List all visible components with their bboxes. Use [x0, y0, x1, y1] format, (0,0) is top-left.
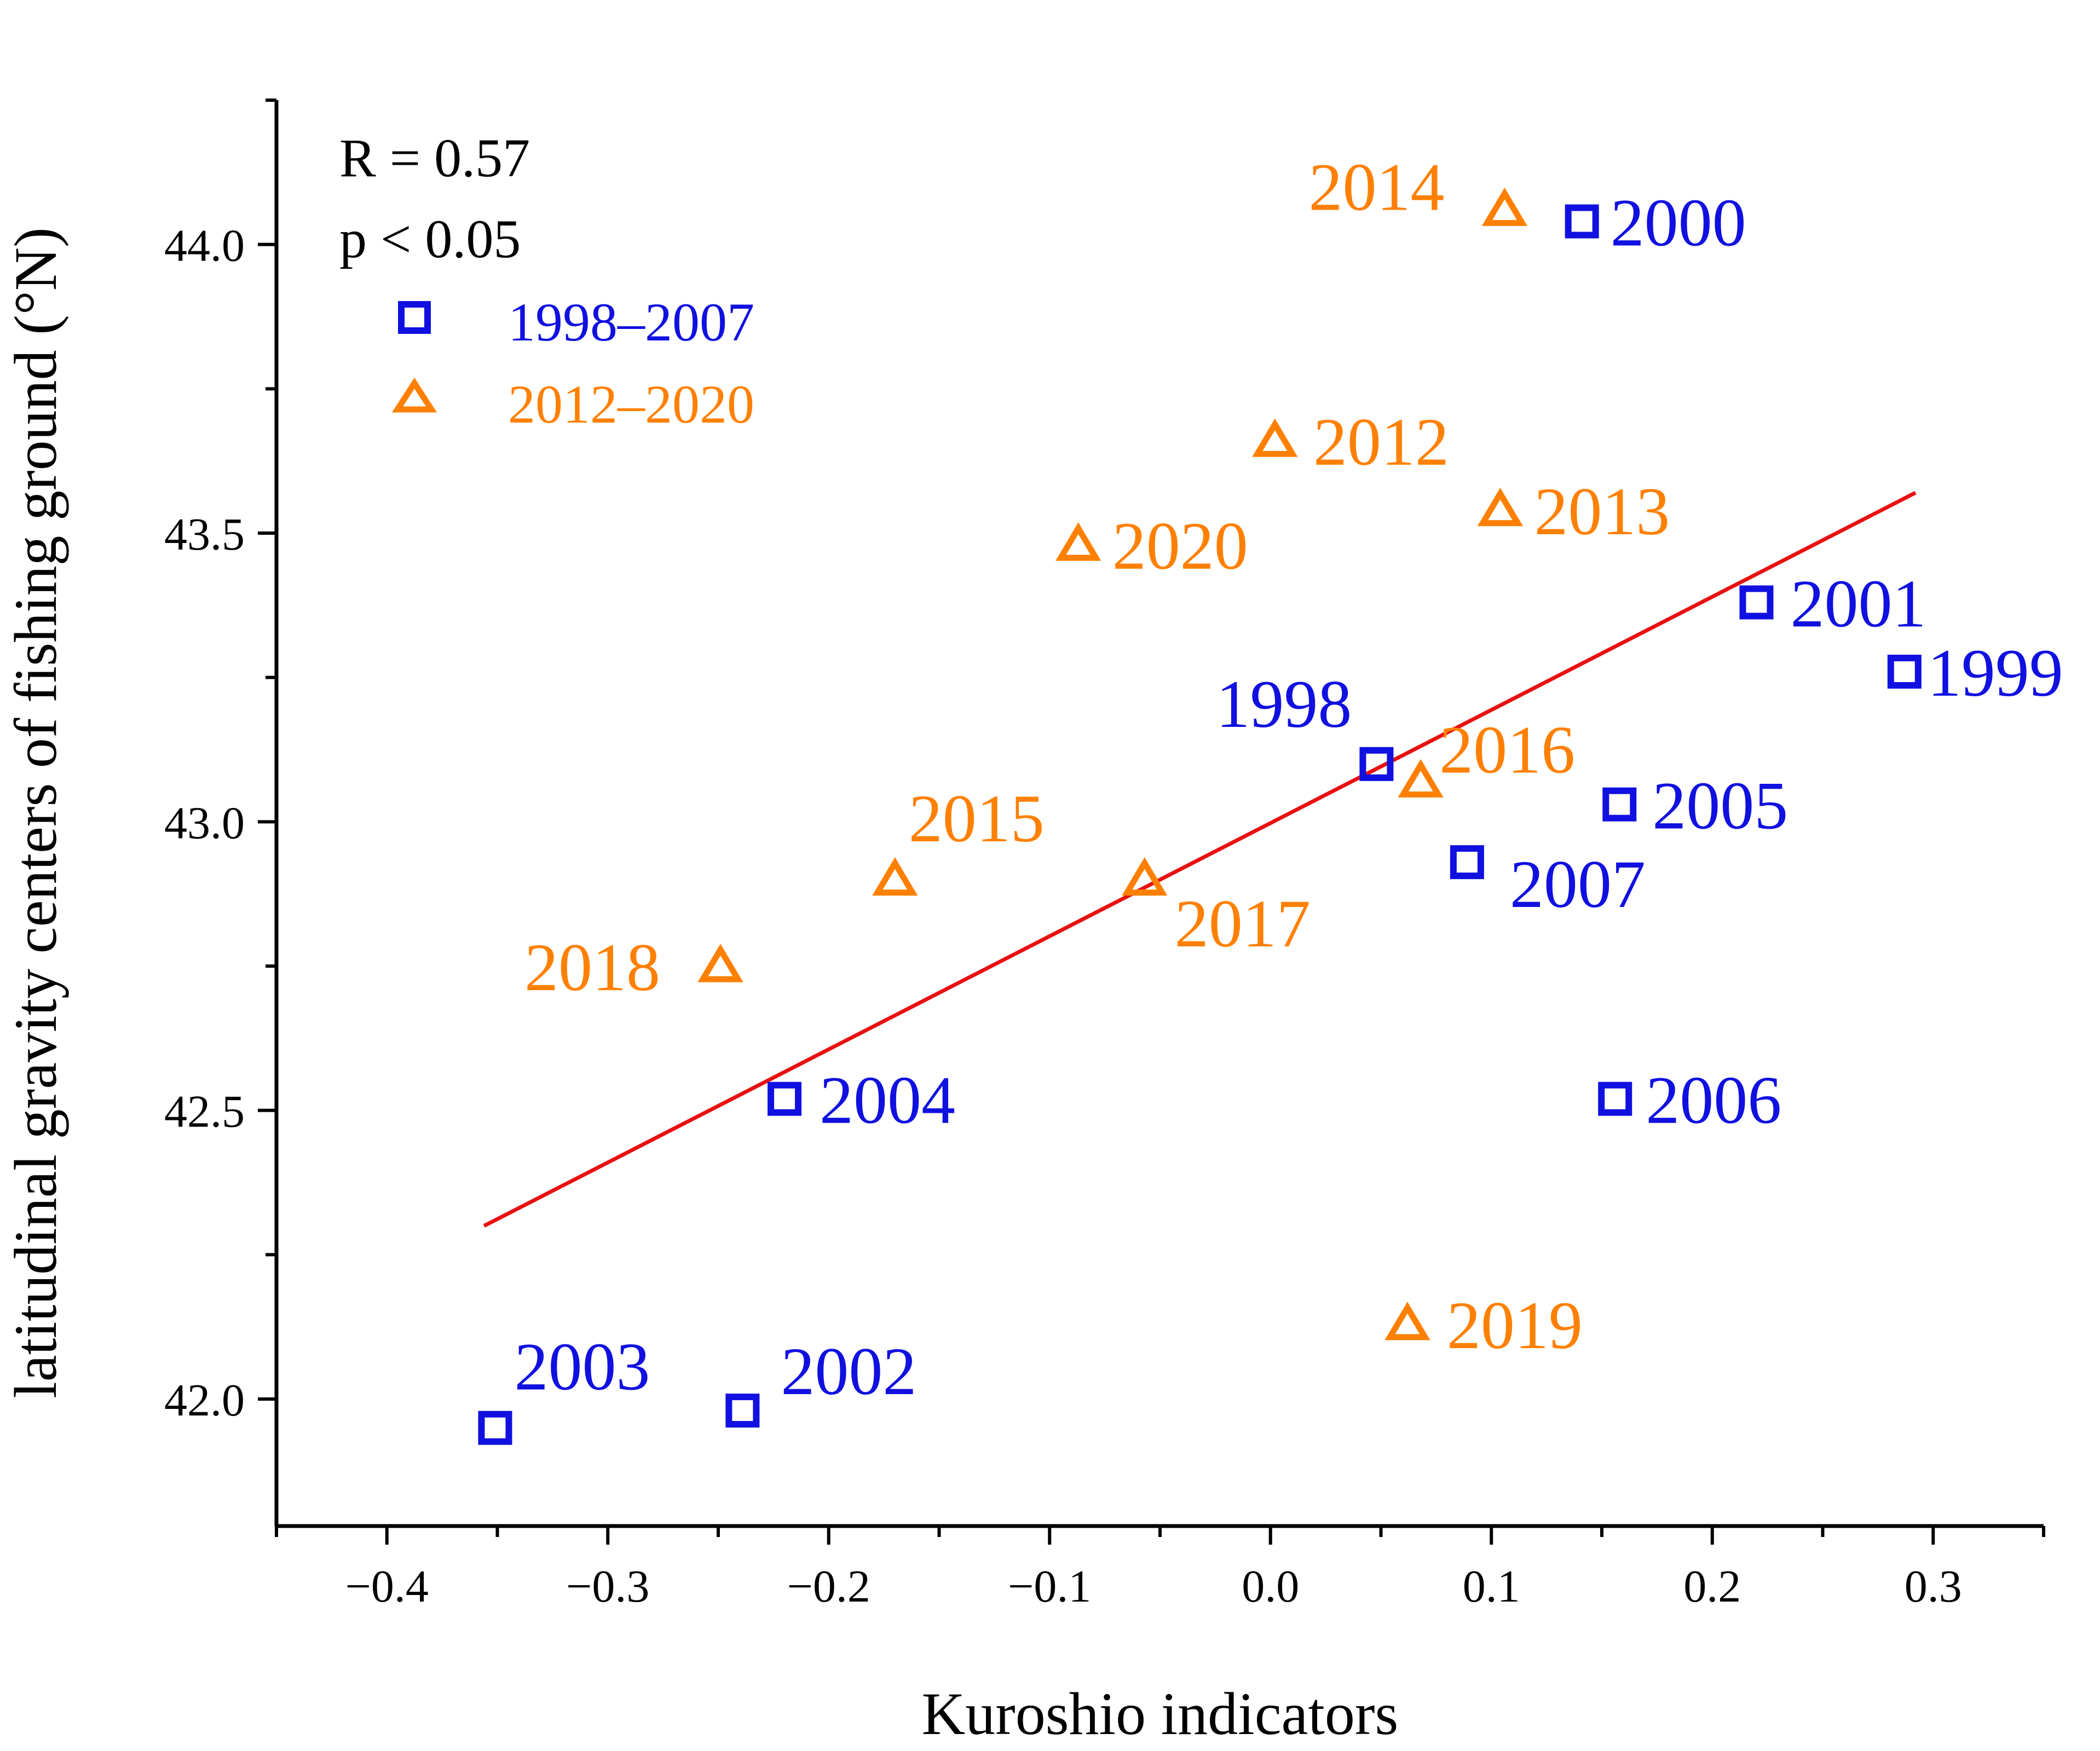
- point-2012: [1252, 418, 1298, 457]
- regression-line: [483, 491, 1917, 1228]
- point-label-2001: 2001: [1790, 567, 1926, 642]
- r-value-text: R = 0.57: [339, 128, 530, 188]
- point-2003: [478, 1411, 512, 1445]
- x-tick-label: −0.3: [566, 1561, 649, 1612]
- point-label-1998: 1998: [1216, 667, 1352, 742]
- point-2018: [697, 944, 743, 983]
- point-2005: [1602, 787, 1637, 822]
- point-2007: [1450, 845, 1484, 880]
- y-ticks: 42.0 42.5 43.0 43.5 44.0: [164, 99, 276, 1426]
- x-tick-label: 0.3: [1905, 1561, 1962, 1612]
- axes: −0.4 −0.3 −0.2 −0.1 0.0 0.1 0.2 0.3 42.0 42.5 43.…: [164, 99, 2045, 1612]
- x-ticks: −0.4 −0.3 −0.2 −0.1 0.0 0.1 0.2 0.3: [275, 1526, 2045, 1612]
- y-tick-label: 43.0: [164, 798, 245, 848]
- x-tick-label: −0.1: [1008, 1561, 1091, 1612]
- point-2014: [1481, 187, 1528, 226]
- point-label-2019: 2019: [1447, 1288, 1583, 1363]
- point-2015: [872, 857, 918, 896]
- x-tick-label: 0.2: [1683, 1561, 1741, 1612]
- data-points: 1998 1999 2000 2001 2002 2003 2004 2005 2006 2007…: [478, 149, 2063, 1445]
- point-label-2016: 2016: [1439, 712, 1575, 787]
- point-label-2007: 2007: [1510, 847, 1646, 922]
- y-tick-label: 42.5: [164, 1087, 245, 1137]
- point-label-2020: 2020: [1112, 508, 1248, 583]
- legend-label-1998-2007: 1998–2007: [508, 292, 754, 352]
- point-2000: [1565, 204, 1599, 239]
- point-label-2013: 2013: [1534, 474, 1670, 549]
- point-1999: [1887, 655, 1922, 689]
- point-label-2000: 2000: [1611, 185, 1746, 260]
- x-tick-label: 0.1: [1463, 1561, 1520, 1612]
- legend-square-marker: [398, 301, 431, 334]
- point-label-2018: 2018: [524, 930, 660, 1005]
- point-2016: [1398, 759, 1444, 798]
- point-label-1999: 1999: [1928, 635, 2063, 710]
- x-tick-label: −0.2: [787, 1561, 870, 1612]
- point-label-2012: 2012: [1313, 404, 1449, 479]
- point-label-2015: 2015: [909, 781, 1045, 856]
- point-1998: [1359, 747, 1394, 781]
- point-label-2002: 2002: [781, 1334, 916, 1409]
- legend: 1998–2007 2012–2020: [391, 292, 754, 435]
- point-2013: [1477, 488, 1524, 527]
- point-label-2004: 2004: [820, 1063, 955, 1138]
- x-tick-label: 0.0: [1242, 1561, 1299, 1612]
- point-label-2005: 2005: [1652, 768, 1788, 843]
- point-2002: [725, 1394, 760, 1428]
- stats-annotation: R = 0.57 p < 0.05: [339, 128, 530, 269]
- point-label-2006: 2006: [1646, 1063, 1781, 1138]
- point-2020: [1055, 522, 1101, 561]
- legend-label-2012-2020: 2012–2020: [508, 374, 754, 435]
- point-2006: [1598, 1082, 1632, 1116]
- y-tick-label: 42.0: [164, 1375, 245, 1426]
- point-2017: [1122, 857, 1168, 896]
- point-label-2017: 2017: [1175, 886, 1311, 961]
- x-axis-title: Kuroshio indicators: [922, 1680, 1399, 1747]
- point-2004: [768, 1082, 802, 1116]
- point-2019: [1384, 1302, 1430, 1340]
- p-value-text: p < 0.05: [339, 209, 521, 269]
- y-tick-label: 43.5: [164, 509, 245, 560]
- x-tick-label: −0.4: [345, 1561, 429, 1612]
- point-2001: [1739, 585, 1774, 620]
- point-label-2003: 2003: [514, 1330, 650, 1405]
- y-tick-label: 44.0: [164, 221, 245, 271]
- legend-triangle-marker: [391, 377, 437, 413]
- y-axis-title: latitudinal gravity centers of fishing g…: [2, 227, 69, 1399]
- point-label-2014: 2014: [1308, 149, 1444, 224]
